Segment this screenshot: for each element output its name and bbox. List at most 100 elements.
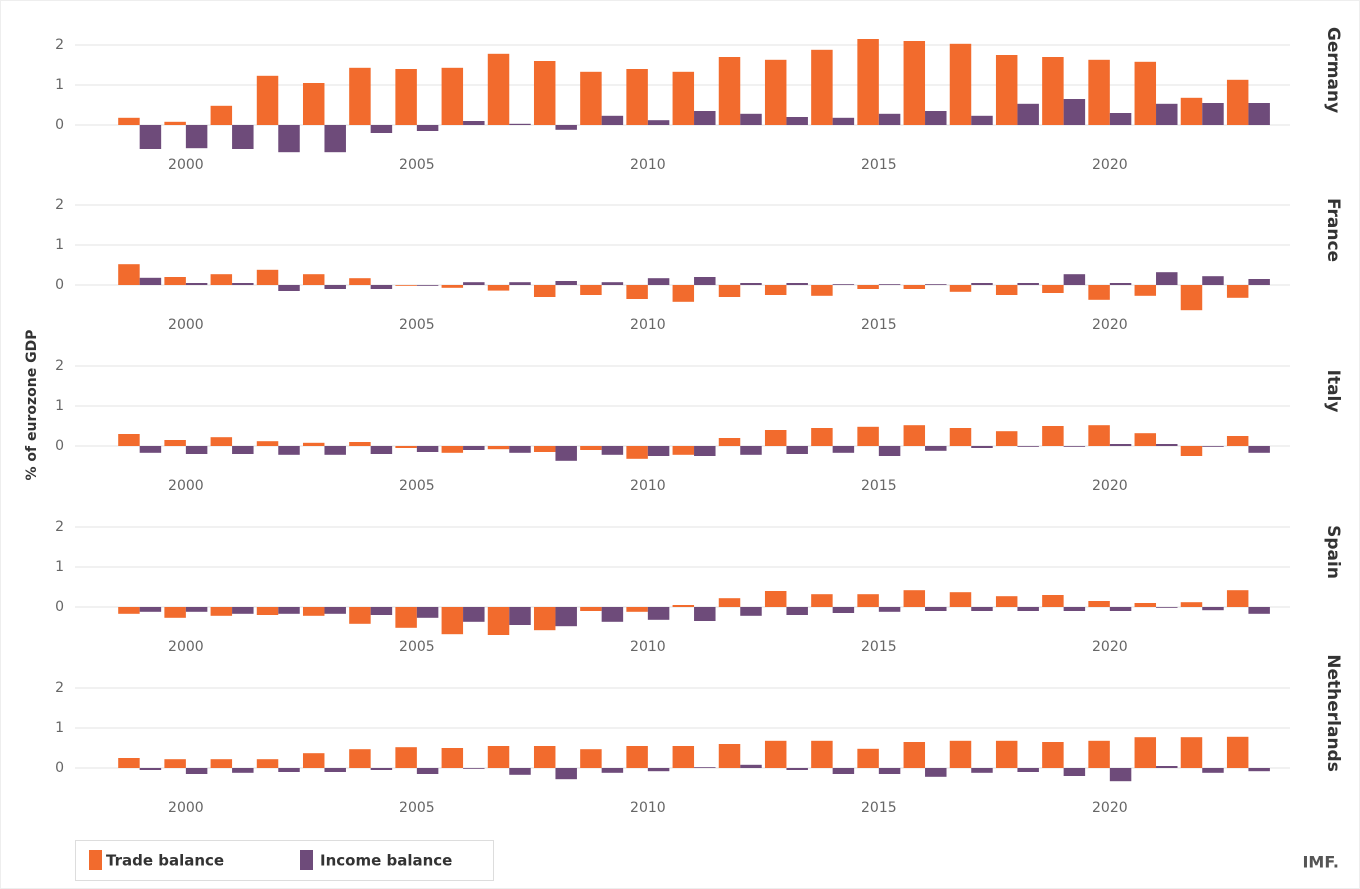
bar <box>487 746 510 768</box>
bar <box>672 285 695 302</box>
bar <box>1088 285 1110 300</box>
bar <box>601 768 624 773</box>
bar <box>647 768 670 772</box>
bar <box>278 768 300 772</box>
bar <box>370 125 393 133</box>
bar <box>395 69 417 125</box>
x-tick-label: 2010 <box>630 157 666 173</box>
bar <box>395 607 417 628</box>
bar <box>463 282 485 285</box>
bar <box>949 592 972 607</box>
y-tick-label: 2 <box>55 37 64 53</box>
bar <box>1180 446 1203 456</box>
panel-title: Germany <box>1323 27 1343 113</box>
y-axis-label: % of eurozone GDP <box>24 330 40 481</box>
bar <box>416 285 439 286</box>
bar <box>1063 446 1086 447</box>
bar <box>395 446 417 448</box>
bar <box>903 590 926 607</box>
bar <box>1248 768 1270 772</box>
bar <box>118 117 140 125</box>
bar <box>626 746 648 768</box>
bar <box>416 446 439 452</box>
bar <box>210 274 233 285</box>
bar <box>672 446 695 455</box>
bar <box>1017 768 1039 772</box>
y-tick-label: 2 <box>55 519 64 535</box>
x-tick-label: 2015 <box>861 157 897 173</box>
y-tick-label: 0 <box>55 277 64 293</box>
x-tick-label: 2000 <box>168 317 204 333</box>
bar <box>463 607 485 622</box>
bar <box>1088 601 1110 607</box>
bar <box>1109 444 1132 446</box>
x-tick-label: 2000 <box>168 157 204 173</box>
bar <box>118 758 140 768</box>
bar <box>210 607 233 616</box>
bar <box>718 438 741 446</box>
bar <box>1017 446 1039 447</box>
bar <box>232 446 254 454</box>
bar <box>118 607 140 614</box>
bar <box>416 768 439 774</box>
bar <box>1017 283 1039 285</box>
bar <box>256 269 279 285</box>
bar <box>441 285 464 288</box>
bar <box>786 446 808 454</box>
bar <box>740 764 762 768</box>
bar <box>395 747 417 768</box>
bar <box>786 283 808 285</box>
bar <box>832 768 855 774</box>
bar <box>718 285 741 297</box>
bar <box>764 430 787 446</box>
bar <box>324 607 346 614</box>
bar <box>811 594 833 607</box>
bar <box>395 285 417 286</box>
bar <box>256 75 279 125</box>
bar <box>903 41 926 125</box>
x-tick-label: 2005 <box>399 157 435 173</box>
bar <box>278 446 300 455</box>
bar <box>139 125 162 149</box>
bar <box>1226 285 1249 298</box>
bar <box>857 285 879 289</box>
bar <box>971 607 993 611</box>
bar <box>1156 272 1178 285</box>
x-tick-label: 2000 <box>168 478 204 494</box>
bar <box>1248 279 1270 285</box>
bar <box>1134 603 1157 607</box>
bar <box>555 281 577 285</box>
bar <box>533 746 556 768</box>
bar <box>718 57 741 125</box>
series <box>139 607 1270 627</box>
bar <box>278 607 300 614</box>
bar <box>139 607 162 612</box>
bar <box>185 446 208 454</box>
bar <box>580 71 602 125</box>
bar <box>601 607 624 622</box>
bar <box>694 446 716 456</box>
bar <box>925 284 947 285</box>
bar <box>232 607 254 614</box>
y-tick-label: 0 <box>55 599 64 615</box>
bar <box>740 607 762 616</box>
bar <box>971 283 993 285</box>
x-tick-label: 2020 <box>1092 639 1128 655</box>
bar <box>441 446 464 453</box>
bar <box>185 283 208 285</box>
bar <box>672 746 695 768</box>
bar <box>580 285 602 295</box>
bar <box>139 277 162 285</box>
legend-swatch <box>300 850 313 870</box>
bar <box>256 607 279 615</box>
bar <box>694 767 716 768</box>
bar <box>832 607 855 613</box>
bar <box>139 446 162 453</box>
bar <box>1109 113 1132 125</box>
bar <box>185 607 208 612</box>
bar <box>1202 103 1224 125</box>
bar <box>786 768 808 770</box>
bar <box>601 115 624 125</box>
bar <box>1248 103 1270 125</box>
